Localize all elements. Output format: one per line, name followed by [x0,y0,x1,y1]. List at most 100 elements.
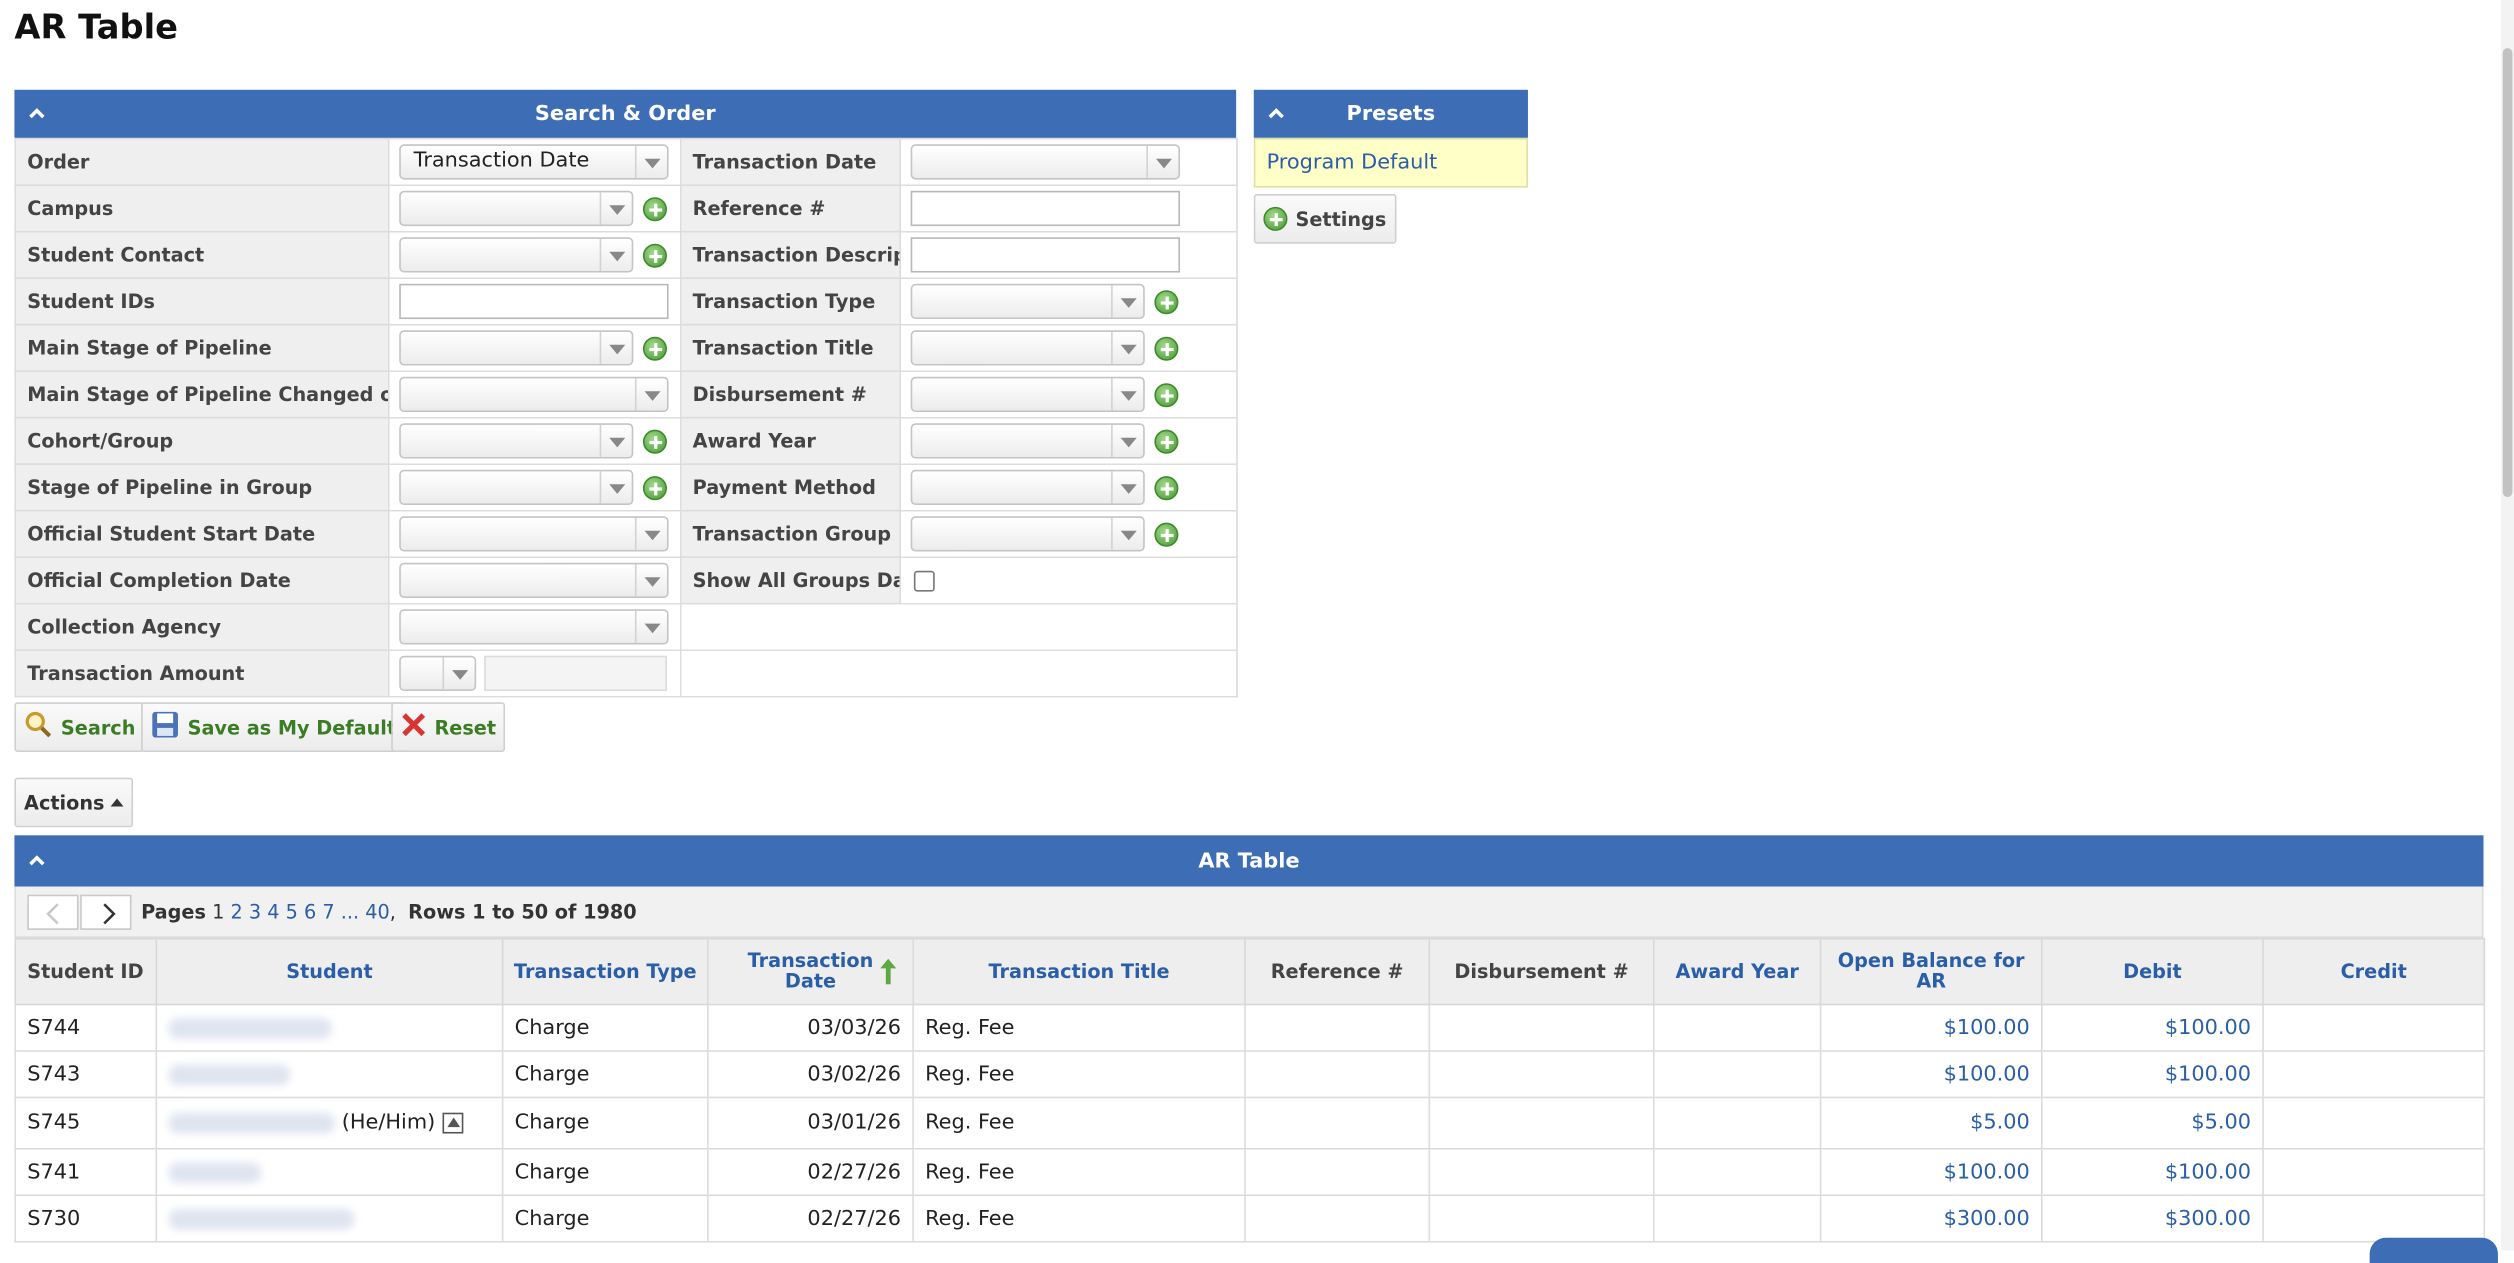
preset-program-default[interactable]: Program Default [1253,137,1528,188]
collapse-chevron-icon[interactable] [27,851,46,870]
main-stage-select[interactable] [399,330,634,366]
page-link-5[interactable]: 5 [285,901,298,924]
col-transaction-type[interactable]: Transaction Type [501,937,709,1006]
add-main-stage-plus-icon[interactable] [642,335,667,360]
open-balance-cell[interactable]: $100.00 [1819,1003,2043,1052]
chevron-down-icon [599,471,632,504]
open-balance-cell[interactable]: $100.00 [1819,1050,2043,1099]
add-award-year-plus-icon[interactable] [1154,428,1179,453]
redacted-student-name[interactable] [168,1017,332,1039]
collapse-chevron-icon[interactable] [27,104,46,123]
date-cell: 03/01/26 [707,1096,914,1150]
transaction-date-select[interactable] [910,144,1181,180]
student-cell[interactable]: (He/Him) [155,1096,504,1150]
col-transaction-title[interactable]: Transaction Title [912,937,1246,1006]
transaction-description-input[interactable] [910,237,1181,273]
title-cell: Reg. Fee [912,1147,1246,1197]
reference-input[interactable] [910,190,1181,227]
page-link-ellipsis[interactable]: ... [340,901,360,924]
presets-panel-header[interactable]: Presets [1253,89,1528,138]
open-balance-cell[interactable]: $5.00 [1819,1096,2043,1150]
sort-arrow-up-icon [880,958,897,989]
add-payment-method-plus-icon[interactable] [1154,475,1179,500]
cohort-group-select[interactable] [399,423,634,459]
transaction-amount-operator-select[interactable] [399,655,477,692]
show-all-groups-checkbox[interactable] [913,570,935,592]
col-debit[interactable]: Debit [2041,937,2264,1006]
page-link-4[interactable]: 4 [267,901,280,924]
actions-button[interactable]: Actions [14,777,134,828]
stage-in-group-select[interactable] [399,469,634,506]
transaction-amount-input[interactable] [484,655,667,692]
col-student[interactable]: Student [155,937,504,1006]
payment-method-label: Payment Method [679,463,902,512]
redacted-student-name[interactable] [168,1208,355,1229]
transaction-title-select[interactable] [910,330,1145,366]
collapse-chevron-icon[interactable] [1267,104,1286,123]
search-button[interactable]: Search [14,702,146,752]
pronoun-info-icon[interactable] [441,1112,463,1134]
collection-agency-select[interactable] [399,609,669,645]
save-default-button[interactable]: Save as My Default [141,702,406,752]
transaction-group-select[interactable] [910,516,1145,552]
student-contact-select[interactable] [399,237,634,273]
redacted-student-name[interactable] [168,1112,336,1134]
col-open-balance[interactable]: Open Balance for AR [1819,937,2043,1006]
table-row: S744 Charge 03/03/26 Reg. Fee $100.00 $1… [14,1003,2486,1052]
page-link-6[interactable]: 6 [304,901,317,924]
debit-cell[interactable]: $5.00 [2041,1096,2264,1150]
add-campus-plus-icon[interactable] [642,196,667,221]
reference-cell [1244,1147,1431,1197]
page-link-2[interactable]: 2 [230,901,243,924]
redacted-student-name[interactable] [168,1161,262,1183]
debit-cell[interactable]: $100.00 [2041,1147,2264,1197]
order-select[interactable]: Transaction Date [399,144,669,180]
settings-button[interactable]: Settings [1253,193,1396,244]
add-transaction-group-plus-icon[interactable] [1154,521,1179,546]
campus-select[interactable] [399,190,634,227]
chat-widget-tab[interactable] [2369,1237,2498,1263]
scrollbar-thumb[interactable] [2502,48,2513,498]
chevron-down-icon [634,145,667,178]
reset-button[interactable]: Reset [391,702,506,752]
add-cohort-group-plus-icon[interactable] [642,428,667,453]
student-ids-input[interactable] [399,283,669,320]
next-page-button[interactable] [80,894,132,930]
student-cell[interactable] [155,1050,504,1099]
add-stage-in-group-plus-icon[interactable] [642,475,667,500]
col-transaction-date[interactable]: Transaction Date [707,937,914,1006]
debit-cell[interactable]: $300.00 [2041,1194,2264,1243]
page-link-3[interactable]: 3 [248,901,262,924]
debit-cell[interactable]: $100.00 [2041,1003,2264,1052]
main-stage-changed-select[interactable] [399,376,669,413]
pages-label: Pages [141,901,206,924]
ar-table-header[interactable]: AR Table [14,835,2484,887]
title-cell: Reg. Fee [912,1096,1246,1150]
add-disbursement-plus-icon[interactable] [1154,382,1179,407]
add-student-contact-plus-icon[interactable] [642,242,667,267]
student-cell[interactable] [155,1003,504,1052]
open-balance-cell[interactable]: $100.00 [1819,1147,2043,1197]
student-cell[interactable] [155,1147,504,1197]
add-transaction-type-plus-icon[interactable] [1154,289,1179,314]
page-link-7[interactable]: 7 [322,901,335,924]
type-cell: Charge [501,1050,709,1099]
disbursement-select[interactable] [910,376,1145,413]
add-transaction-title-plus-icon[interactable] [1154,335,1179,360]
award-year-cell [1653,1050,1822,1099]
official-completion-date-select[interactable] [399,562,669,599]
reference-cell [1244,1050,1431,1099]
debit-cell[interactable]: $100.00 [2041,1050,2264,1099]
payment-method-select[interactable] [910,469,1145,506]
open-balance-cell[interactable]: $300.00 [1819,1194,2043,1243]
official-start-date-select[interactable] [399,516,669,552]
page-link-40[interactable]: 40 [365,901,390,924]
student-cell[interactable] [155,1194,504,1243]
col-credit[interactable]: Credit [2262,937,2486,1006]
award-year-select[interactable] [910,423,1145,459]
redacted-student-name[interactable] [168,1063,291,1085]
prev-page-button[interactable] [27,894,79,930]
transaction-type-select[interactable] [910,283,1145,320]
col-award-year[interactable]: Award Year [1653,937,1822,1006]
search-panel-header[interactable]: Search & Order [14,89,1237,138]
